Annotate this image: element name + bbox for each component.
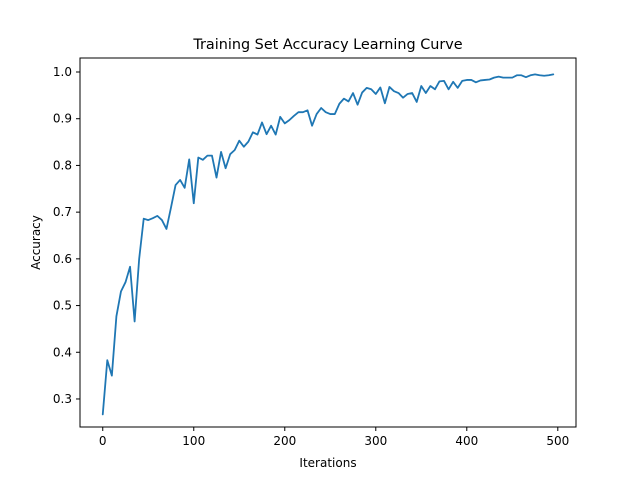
y-tick-label: 0.9 bbox=[53, 112, 72, 126]
y-tick-label: 0.7 bbox=[53, 205, 72, 219]
y-tick-label: 0.8 bbox=[53, 158, 72, 172]
x-axis: 0 100 200 300 400 500 bbox=[99, 427, 569, 448]
y-tick-label: 0.3 bbox=[53, 392, 72, 406]
x-tick-label: 200 bbox=[273, 434, 296, 448]
y-tick-label: 1.0 bbox=[53, 65, 72, 79]
accuracy-series-line bbox=[101, 73, 555, 416]
y-tick-label: 0.5 bbox=[53, 299, 72, 313]
y-axis-label: Accuracy bbox=[29, 215, 43, 270]
y-axis: 0.3 0.4 0.5 0.6 0.7 0.8 0.9 1.0 bbox=[53, 65, 80, 406]
y-tick-label: 0.6 bbox=[53, 252, 72, 266]
chart-title: Training Set Accuracy Learning Curve bbox=[192, 37, 462, 53]
y-tick-label: 0.4 bbox=[53, 345, 72, 359]
plot-background bbox=[80, 58, 576, 427]
plot-area bbox=[79, 57, 577, 428]
x-axis-label: Iterations bbox=[299, 456, 356, 470]
x-tick-label: 400 bbox=[455, 434, 478, 448]
x-tick-label: 100 bbox=[182, 434, 205, 448]
x-tick-label: 500 bbox=[546, 434, 569, 448]
x-tick-label: 300 bbox=[364, 434, 387, 448]
plot-frame bbox=[79, 57, 577, 428]
series-layer bbox=[101, 73, 555, 416]
x-tick-label: 0 bbox=[99, 434, 107, 448]
